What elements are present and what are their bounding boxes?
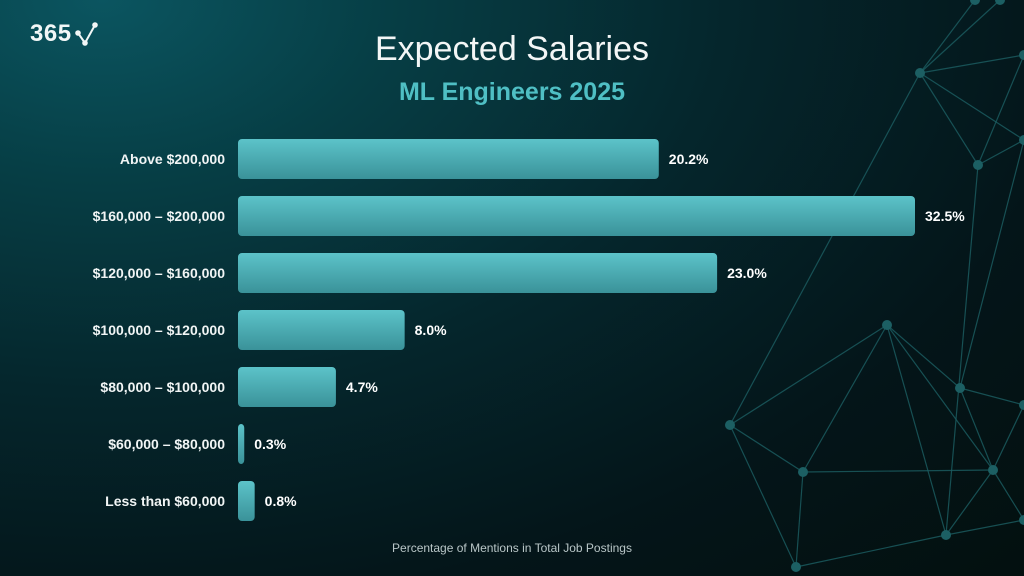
network-node — [970, 0, 980, 5]
network-line — [919, 0, 976, 74]
network-node — [1019, 515, 1024, 525]
network-line — [919, 54, 1024, 74]
network-line — [945, 164, 979, 536]
network-node — [882, 320, 892, 330]
bar — [238, 367, 336, 407]
network-node — [941, 530, 951, 540]
network-line — [729, 424, 797, 568]
network-line — [886, 324, 994, 471]
network-line — [795, 534, 947, 568]
x-axis-label: Percentage of Mentions in Total Job Post… — [392, 541, 632, 555]
network-line — [795, 471, 804, 568]
logo-text: 365 — [30, 20, 72, 47]
network-line — [802, 469, 994, 473]
network-line — [802, 324, 888, 473]
network-node — [1019, 135, 1024, 145]
network-line — [959, 139, 1024, 389]
bar — [238, 424, 245, 464]
bar — [238, 481, 255, 521]
network-line — [992, 469, 1024, 521]
logo: 365 — [30, 20, 100, 48]
network-line — [977, 139, 1024, 166]
network-line — [729, 424, 804, 473]
network-node — [725, 420, 735, 430]
data-label: 8.0% — [415, 322, 447, 338]
network-line — [886, 324, 961, 389]
network-node — [1019, 50, 1024, 60]
network-line — [919, 72, 979, 166]
bar — [238, 139, 659, 179]
network-node — [915, 68, 925, 78]
network-node — [995, 0, 1005, 5]
chart-title: Expected Salaries — [374, 30, 650, 68]
network-node — [791, 562, 801, 572]
bar — [238, 253, 718, 293]
data-label: 0.8% — [265, 493, 297, 509]
category-label: Above $200,000 — [120, 151, 225, 167]
network-line — [959, 387, 994, 471]
network-node — [973, 160, 983, 170]
data-label: 4.7% — [346, 379, 378, 395]
network-node — [955, 383, 965, 393]
network-line — [919, 0, 1001, 74]
network-line — [945, 519, 1024, 536]
network-line — [729, 324, 888, 426]
bar — [238, 310, 405, 350]
category-label: $120,000 – $160,000 — [93, 265, 226, 281]
network-line — [729, 72, 921, 426]
data-label: 20.2% — [669, 151, 709, 167]
data-label: 32.5% — [925, 208, 965, 224]
bar — [238, 196, 915, 236]
network-node — [988, 465, 998, 475]
data-label: 0.3% — [254, 436, 286, 452]
network-line — [992, 404, 1024, 471]
category-label: Less than $60,000 — [105, 493, 225, 509]
network-line — [919, 72, 1024, 141]
category-label: $160,000 – $200,000 — [93, 208, 226, 224]
category-label: $80,000 – $100,000 — [100, 379, 225, 395]
category-label: $100,000 – $120,000 — [93, 322, 226, 338]
check-network-icon — [74, 22, 98, 46]
network-line — [977, 54, 1024, 166]
network-line — [886, 324, 947, 536]
network-line — [959, 387, 1024, 406]
network-line — [945, 469, 994, 536]
data-label: 23.0% — [727, 265, 767, 281]
network-node — [1019, 400, 1024, 410]
category-label: $60,000 – $80,000 — [108, 436, 225, 452]
chart-subtitle: ML Engineers 2025 — [398, 78, 626, 106]
network-node — [798, 467, 808, 477]
